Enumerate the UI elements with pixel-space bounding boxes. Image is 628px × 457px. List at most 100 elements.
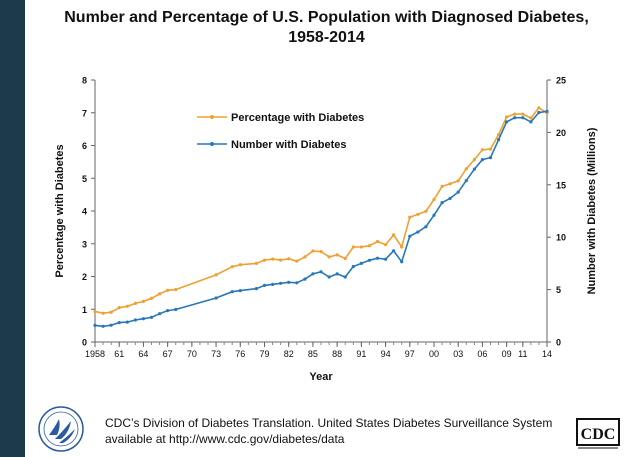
x-tick-label: 64 [138, 349, 148, 359]
series-0-point [262, 258, 267, 262]
chart-legend: Percentage with Diabetes Number with Diab… [197, 112, 364, 151]
x-tick-label: 79 [259, 349, 269, 359]
series-0-point [351, 245, 355, 249]
series-1-point [384, 257, 388, 261]
series-0-point [440, 184, 444, 188]
y-left-tick-label: 2 [82, 272, 87, 282]
y-right-tick-label: 5 [556, 285, 561, 295]
y-right-tick-label: 10 [556, 233, 566, 243]
y-left-tick-label: 0 [82, 338, 87, 348]
series-1-point [214, 296, 218, 300]
x-tick-label: 1958 [85, 349, 105, 359]
y-axis-left-title: Percentage with Diabetes [54, 144, 66, 277]
series-0-point [408, 215, 412, 219]
x-axis-title: Year [309, 371, 333, 383]
series-1-point [513, 116, 517, 120]
chart-title-line1: Number and Percentage of U.S. Population… [64, 9, 589, 26]
series-1-point [464, 179, 468, 183]
series-0-point [295, 259, 299, 263]
x-tick-label: 09 [502, 349, 512, 359]
series-0-point [392, 233, 396, 237]
series-0-point [335, 253, 339, 257]
y-left-tick-label: 5 [82, 174, 87, 184]
series-0-point [254, 261, 258, 265]
series-1-point [343, 275, 347, 279]
series-1-point [529, 120, 533, 124]
series-0-point [464, 167, 468, 171]
series-1-point [279, 281, 283, 285]
series-0-point [303, 255, 307, 259]
series-0-point [416, 212, 420, 216]
series-1-point [319, 270, 323, 274]
series-1-point [101, 324, 105, 328]
series-0-point [537, 106, 541, 110]
series-0-point [456, 179, 460, 183]
series-0-point [109, 310, 113, 314]
series-1-point [327, 275, 331, 279]
series-1-point [133, 318, 137, 322]
x-tick-label: 03 [453, 349, 463, 359]
series-0-point [327, 255, 331, 259]
series-1-point [141, 317, 145, 321]
series-1-point [545, 109, 549, 113]
y-left-tick-label: 8 [82, 76, 87, 86]
series-0-point [529, 116, 533, 120]
series-0-point [174, 288, 178, 292]
series-1-point [424, 225, 428, 229]
series-0-point [158, 292, 162, 296]
series-1-point [505, 120, 509, 124]
series-0-point [271, 257, 275, 261]
series-0-point [287, 257, 291, 261]
series-0-point [214, 273, 218, 277]
series-1-point [456, 190, 460, 194]
series-1-point [480, 158, 484, 162]
y-right-tick-label: 25 [556, 76, 566, 86]
series-1-point [497, 138, 501, 142]
series-0-point [497, 133, 501, 137]
y-left-tick-label: 1 [82, 305, 87, 315]
series-1-point [174, 307, 178, 312]
series-0-point [424, 209, 428, 213]
series-1-point [311, 272, 315, 276]
y-right-tick-label: 0 [556, 338, 561, 348]
legend-marker-1 [210, 142, 214, 146]
series-1-point [392, 249, 396, 253]
series-1-point [375, 256, 380, 260]
x-tick-label: 76 [235, 349, 245, 359]
series-0-point [400, 245, 404, 249]
x-tick-label: 91 [356, 349, 366, 359]
series-0-point [133, 301, 137, 305]
series-1-point [254, 287, 258, 291]
hhs-eagle-logo [38, 406, 84, 452]
series-0-point [230, 265, 234, 269]
series-1-point [230, 290, 234, 294]
series-1-point [432, 213, 436, 217]
cdc-logo: CDC [576, 418, 620, 449]
series-1-point [472, 167, 476, 171]
x-tick-label: 97 [405, 349, 415, 359]
series-1-point [351, 264, 355, 269]
x-tick-label: 88 [332, 349, 342, 359]
series-0-point [513, 112, 517, 116]
x-tick-label: 14 [542, 349, 552, 359]
x-tick-label: 82 [284, 349, 294, 359]
x-tick-label: 73 [211, 349, 221, 359]
legend-marker-0 [210, 115, 214, 119]
chart-title-line2: 1958-2014 [288, 29, 365, 46]
series-0-point [367, 244, 371, 248]
y-left-tick-label: 7 [82, 108, 87, 118]
x-tick-label: 70 [187, 349, 197, 359]
series-0-point [343, 256, 347, 261]
x-tick-label: 06 [477, 349, 487, 359]
series-1-point [303, 277, 307, 281]
series-0-point [279, 258, 283, 262]
series-0-point [166, 288, 170, 292]
x-tick-label: 67 [163, 349, 173, 359]
series-0-point [311, 249, 315, 253]
series-1-point [335, 272, 339, 276]
series-1-point [448, 196, 452, 200]
series-1-point [109, 323, 113, 327]
series-1-point [295, 281, 299, 285]
